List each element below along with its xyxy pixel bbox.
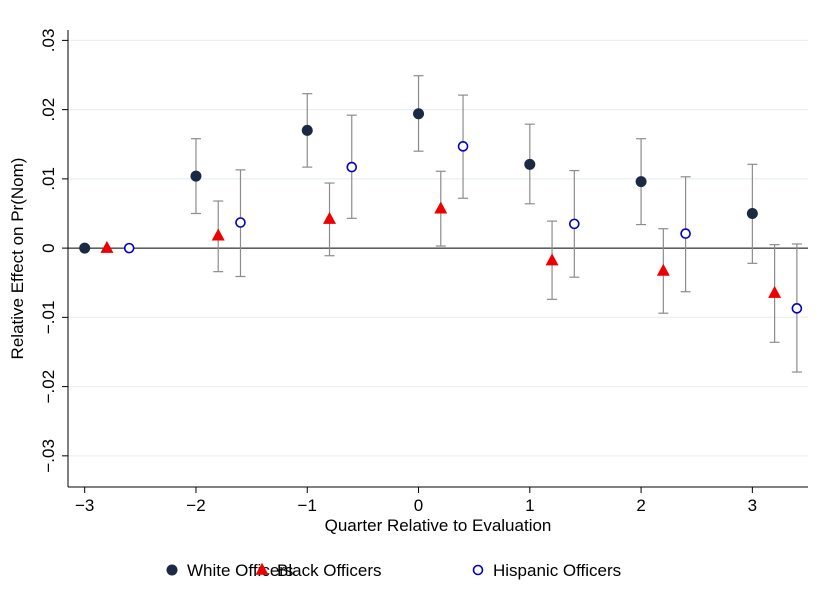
point-black-officers [100, 240, 114, 253]
x-tick-label: 3 [748, 496, 757, 515]
y-tick-label: .03 [39, 29, 58, 53]
point-hispanic-officers [235, 217, 246, 228]
plot-area [68, 39, 808, 457]
point-white-officers [190, 170, 202, 182]
point-hispanic-officers [680, 228, 691, 239]
point-white-officers [635, 176, 647, 188]
x-tick-label: 0 [414, 496, 423, 515]
x-tick-label: 2 [636, 496, 645, 515]
point-hispanic-officers [569, 218, 580, 230]
x-tick-label: −1 [298, 496, 317, 515]
x-axis-ticks: −3 −2 −1 0 1 2 3 [75, 487, 757, 515]
y-tick-label: −.03 [39, 439, 58, 473]
y-axis-ticks: −.03 −.02 −.01 0 .01 .02 .03 [39, 29, 68, 473]
point-hispanic-officers [457, 141, 469, 152]
point-hispanic-officers [346, 161, 358, 173]
x-tick-label: −3 [75, 496, 94, 515]
point-black-officers [211, 228, 225, 241]
legend-label-hispanic-officers: Hispanic Officers [493, 561, 621, 580]
point-white-officers [413, 108, 425, 120]
data-markers [79, 108, 803, 314]
point-white-officers [79, 242, 91, 254]
legend-item-hispanic-officers: Hispanic Officers [472, 561, 621, 580]
y-tick-label: −.02 [39, 370, 58, 404]
legend-marker-white-officers [166, 564, 178, 576]
point-black-officers [545, 253, 559, 266]
x-tick-label: 1 [525, 496, 534, 515]
point-black-officers [323, 211, 337, 224]
x-axis-title: Quarter Relative to Evaluation [325, 516, 552, 535]
legend-item-white-officers: White Officers [166, 561, 293, 580]
point-white-officers [301, 124, 313, 136]
point-black-officers [434, 201, 448, 214]
point-black-officers [768, 285, 782, 298]
y-tick-label: .01 [39, 167, 58, 191]
point-hispanic-officers [791, 303, 803, 314]
point-white-officers [524, 158, 536, 170]
y-tick-label: 0 [39, 243, 58, 252]
legend-item-black-officers: Black Officers [255, 561, 382, 580]
y-tick-label: .02 [39, 98, 58, 122]
x-tick-label: −2 [186, 496, 205, 515]
y-axis-title: Relative Effect on Pr(Nom) [8, 158, 27, 360]
point-hispanic-officers [123, 242, 135, 254]
point-black-officers [656, 263, 670, 276]
legend-label-black-officers: Black Officers [277, 561, 382, 580]
legend-marker-black-officers [255, 562, 269, 575]
point-white-officers [746, 207, 758, 219]
y-tick-label: −.01 [39, 301, 58, 335]
legend-marker-hispanic-officers [472, 564, 484, 576]
axes: −.03 −.02 −.01 0 .01 .02 .03 −3 −2 −1 0 1 2 3 [39, 29, 808, 515]
legend-label-white-officers: White Officers [187, 561, 293, 580]
